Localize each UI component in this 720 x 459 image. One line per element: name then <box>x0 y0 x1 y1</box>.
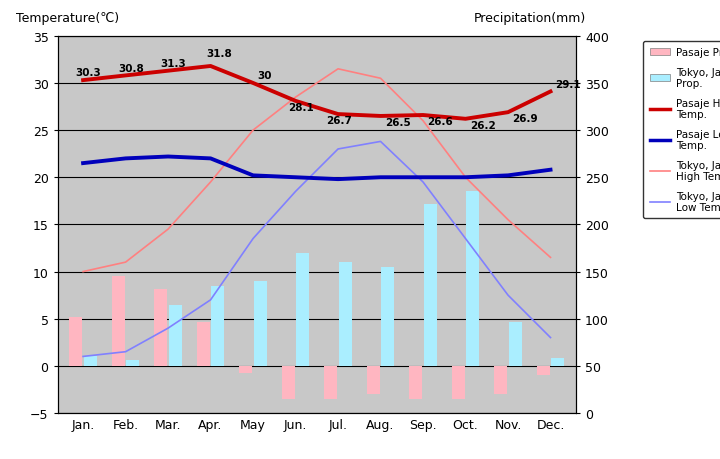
Bar <box>382 267 394 366</box>
Bar <box>467 192 479 366</box>
Text: 30: 30 <box>257 71 272 81</box>
Bar <box>537 366 549 375</box>
Text: Precipitation(mm): Precipitation(mm) <box>474 12 586 25</box>
Text: 29.1: 29.1 <box>554 79 580 90</box>
Legend: Pasaje Prop., Tokyo, Japan
Prop., Pasaje High
Temp., Pasaje Low
Temp., Tokyo, Ja: Pasaje Prop., Tokyo, Japan Prop., Pasaje… <box>644 42 720 219</box>
Bar <box>424 204 436 366</box>
Text: 26.7: 26.7 <box>326 116 352 126</box>
Bar <box>367 366 379 394</box>
Text: 28.1: 28.1 <box>288 103 314 113</box>
Text: 30.3: 30.3 <box>76 68 102 78</box>
Bar <box>70 317 82 366</box>
Bar <box>552 358 564 366</box>
Bar <box>509 323 521 366</box>
Text: Temperature(℃): Temperature(℃) <box>16 12 120 25</box>
Bar <box>240 366 252 374</box>
Text: 30.8: 30.8 <box>118 63 144 73</box>
Text: 26.5: 26.5 <box>384 118 410 128</box>
Bar <box>452 366 464 399</box>
Bar <box>297 253 309 366</box>
Bar <box>495 366 507 394</box>
Text: 31.8: 31.8 <box>207 49 232 59</box>
Bar <box>127 360 139 366</box>
Bar <box>155 290 167 366</box>
Text: 26.6: 26.6 <box>427 117 453 127</box>
Text: 26.9: 26.9 <box>512 114 538 124</box>
Bar <box>282 366 294 399</box>
Bar <box>212 286 224 366</box>
Bar <box>112 277 125 366</box>
Bar <box>169 305 181 366</box>
Bar <box>254 281 266 366</box>
Bar <box>84 357 96 366</box>
Text: 26.2: 26.2 <box>469 121 495 131</box>
Bar <box>197 323 210 366</box>
Bar <box>339 263 351 366</box>
Bar <box>325 366 337 399</box>
Bar <box>410 366 422 399</box>
Text: 31.3: 31.3 <box>161 59 186 69</box>
